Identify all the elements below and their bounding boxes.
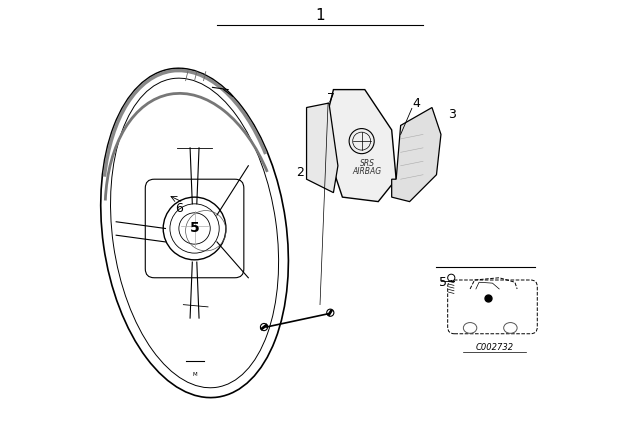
Text: 2: 2 (296, 166, 304, 179)
Text: 3: 3 (448, 108, 456, 121)
Text: 5: 5 (189, 221, 200, 236)
Text: SRS: SRS (360, 159, 374, 168)
Text: 1: 1 (315, 8, 325, 23)
Polygon shape (392, 108, 441, 202)
Polygon shape (329, 90, 396, 202)
Text: 5: 5 (439, 276, 447, 289)
Text: C002732: C002732 (476, 343, 514, 352)
Text: M: M (192, 372, 197, 377)
Text: AIRBAG: AIRBAG (353, 167, 381, 176)
Polygon shape (307, 103, 338, 193)
Text: 6: 6 (175, 202, 183, 215)
Text: 7: 7 (327, 92, 335, 105)
Text: 4: 4 (412, 96, 420, 110)
